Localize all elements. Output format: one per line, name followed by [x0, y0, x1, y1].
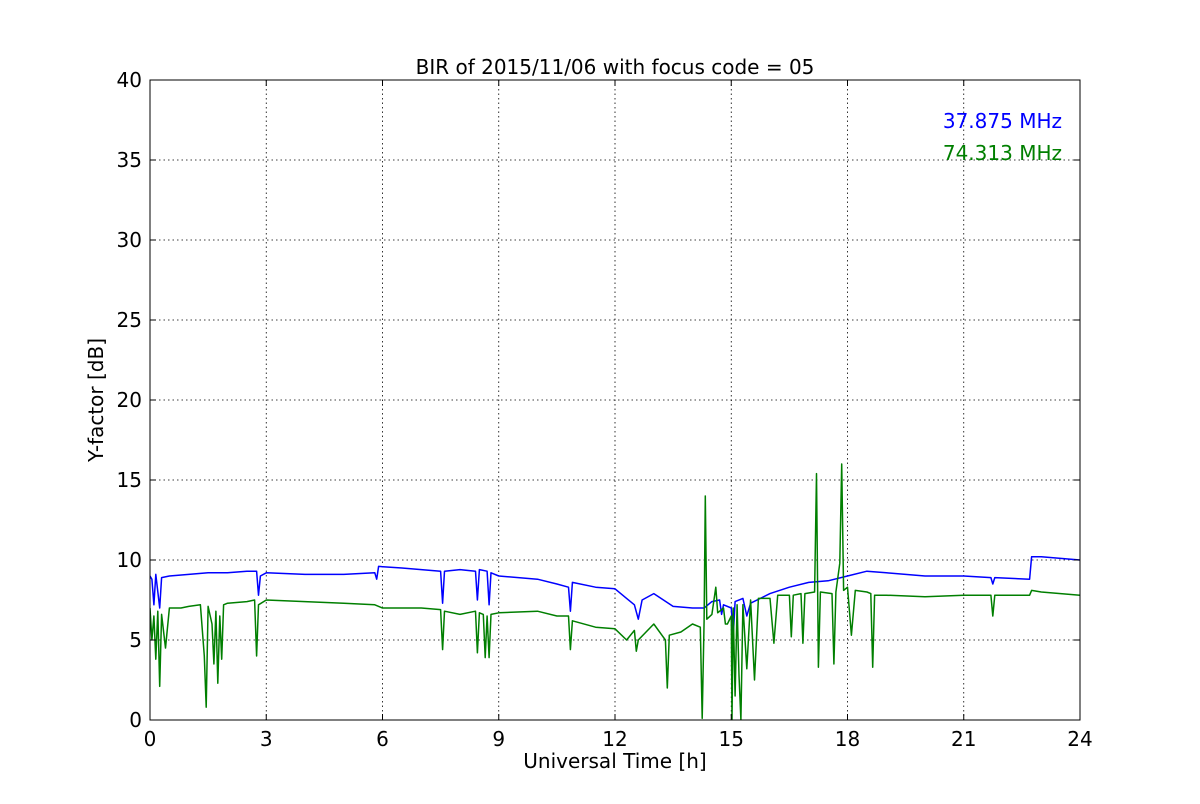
- series-line-2: [150, 463, 1080, 720]
- x-tick-label: 18: [835, 727, 860, 751]
- axis-ticks: [149, 79, 1081, 721]
- x-axis-label: Universal Time [h]: [523, 749, 706, 773]
- axis-tick-labels: 0 3 6 9 12 15 18 21 24 0 5 10 15 20 25 30 35 40: [117, 68, 1093, 751]
- y-tick-label: 15: [117, 468, 142, 492]
- y-tick-label: 0: [129, 708, 142, 732]
- x-tick-label: 21: [951, 727, 976, 751]
- x-tick-label: 24: [1067, 727, 1092, 751]
- legend-entry-2: 74.313 MHz: [943, 141, 1062, 165]
- chart-title: BIR of 2015/11/06 with focus code = 05: [416, 55, 815, 79]
- grid-lines: [150, 80, 1080, 720]
- x-tick-label: 12: [602, 727, 627, 751]
- y-tick-label: 5: [129, 628, 142, 652]
- y-tick-label: 10: [117, 548, 142, 572]
- y-tick-label: 25: [117, 308, 142, 332]
- x-tick-label: 9: [492, 727, 505, 751]
- x-tick-label: 6: [376, 727, 389, 751]
- legend-entry-1: 37.875 MHz: [943, 109, 1062, 133]
- series-line-1: [150, 556, 1080, 638]
- legend: 37.875 MHz 74.313 MHz: [943, 109, 1062, 165]
- y-tick-label: 35: [117, 148, 142, 172]
- x-tick-label: 3: [260, 727, 273, 751]
- x-tick-label: 0: [144, 727, 157, 751]
- x-tick-label: 15: [719, 727, 744, 751]
- y-tick-label: 30: [117, 228, 142, 252]
- y-tick-label: 40: [117, 68, 142, 92]
- series-lines: [150, 463, 1080, 720]
- y-axis-label: Y-factor [dB]: [84, 338, 108, 463]
- y-tick-label: 20: [117, 388, 142, 412]
